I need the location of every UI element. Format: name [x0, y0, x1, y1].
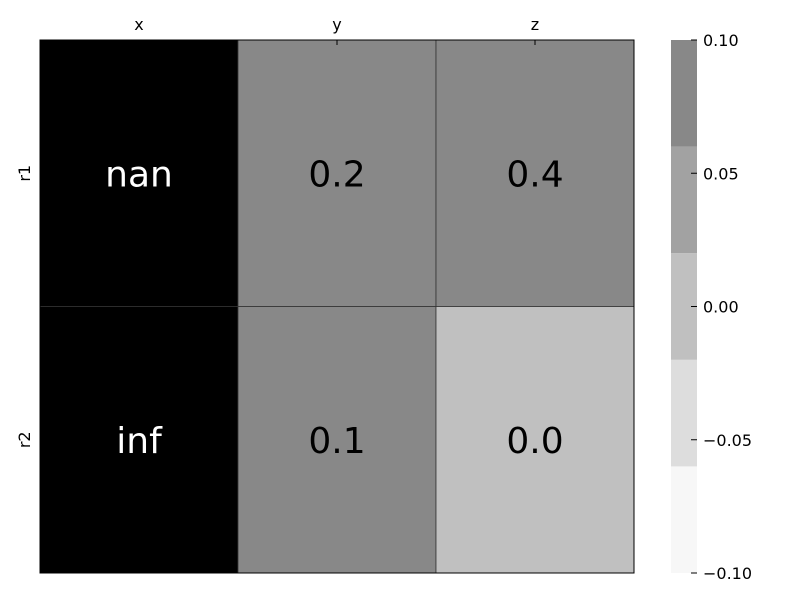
colorbar-tick-label: 0.05: [703, 164, 739, 183]
colorbar-tick-label: 0.00: [703, 298, 739, 317]
colorbar-band: [671, 466, 697, 573]
colorbar-tick-label: 0.10: [703, 31, 739, 50]
colorbar-band: [671, 40, 697, 147]
heatmap-cell: [39, 306, 239, 574]
cell-value-label: 0.1: [308, 421, 365, 462]
heatmap-cell: [237, 306, 437, 574]
colorbar-tick-label: −0.10: [703, 564, 752, 583]
x-tick-label: z: [531, 15, 539, 34]
heatmap-cell: [237, 39, 437, 307]
heatmap-cell: [435, 306, 635, 574]
colorbar: 0.10 0.05 0.00 −0.05 −0.10: [671, 31, 752, 583]
cell-value-label: 0.0: [506, 421, 563, 462]
x-tick-label: x: [134, 15, 143, 34]
cell-value-label: nan: [105, 154, 173, 195]
colorbar-tick-label: −0.05: [703, 431, 752, 450]
x-axis-ticks: x y z: [134, 15, 539, 45]
x-tick-label: y: [332, 15, 341, 34]
cell-value-label: 0.4: [506, 154, 563, 195]
heatmap-cell: [39, 39, 239, 307]
cell-value-label: inf: [116, 421, 163, 462]
y-axis-ticks: r1 r2: [15, 165, 45, 448]
y-tick-label: r2: [15, 431, 34, 448]
cell-value-label: 0.2: [308, 154, 365, 195]
colorbar-band: [671, 146, 697, 254]
y-tick-label: r1: [15, 165, 34, 182]
colorbar-band: [671, 359, 697, 467]
heatmap-cells: nan 0.2 0.4 inf 0.1 0.0: [39, 39, 635, 574]
